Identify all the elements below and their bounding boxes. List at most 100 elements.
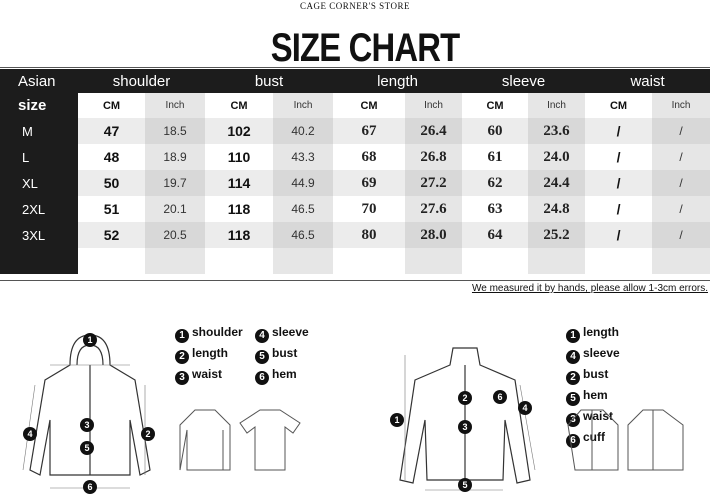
- number-badge: 4: [566, 350, 580, 364]
- divider: [0, 280, 710, 281]
- legend-item: 5 hem: [566, 385, 646, 406]
- column-group-shoulder: shoulder: [78, 69, 206, 93]
- unit-header: Inch: [528, 93, 586, 118]
- value-cell: /: [652, 222, 710, 248]
- value-cell: 40.2: [273, 118, 334, 144]
- size-label: M: [0, 118, 78, 144]
- value-cell: 110: [227, 149, 251, 165]
- legend-item: 2 bust: [566, 364, 646, 385]
- svg-text:4: 4: [522, 403, 527, 413]
- legend-label: cuff: [583, 430, 605, 444]
- legend-item: 5 bust: [255, 343, 335, 364]
- svg-text:2: 2: [145, 429, 150, 439]
- legend-item: 4 sleeve: [255, 322, 335, 343]
- legend-item: 6 hem: [255, 364, 335, 385]
- legend-left: 1 shoulder 4 sleeve 2 length 5 bust 3 waist 6 hem: [175, 322, 335, 385]
- legend-item: 2 length: [175, 343, 255, 364]
- legend-item: 3 waist: [175, 364, 255, 385]
- size-label: L: [0, 144, 78, 170]
- number-badge: 2: [175, 350, 189, 364]
- value-cell: 118: [227, 201, 251, 217]
- value-cell: 68: [361, 148, 377, 165]
- jacket-diagram: 1 2 3 4 5 6: [390, 347, 536, 492]
- legend-label: sleeve: [272, 325, 309, 339]
- svg-text:3: 3: [462, 422, 467, 432]
- value-cell: 114: [205, 170, 274, 196]
- column-group-length: length: [333, 69, 463, 93]
- number-badge: 6: [255, 371, 269, 385]
- value-cell: /: [616, 149, 621, 165]
- svg-text:6: 6: [87, 482, 92, 492]
- value-cell: /: [616, 201, 621, 217]
- value-cell: /: [585, 222, 653, 248]
- value-cell: 27.2: [405, 170, 463, 196]
- legend-item: 1 shoulder: [175, 322, 255, 343]
- value-cell: 48: [103, 149, 120, 165]
- value-cell: 20.5: [145, 222, 206, 248]
- shirt-icons: [567, 409, 684, 471]
- measurement-note: We measured it by hands, please allow 1-…: [471, 283, 708, 294]
- value-cell: /: [585, 118, 653, 144]
- unit-header: Inch: [145, 93, 206, 118]
- value-cell: /: [585, 170, 653, 196]
- shirt-icons: [179, 409, 301, 471]
- legend-label: length: [192, 346, 228, 360]
- size-label: 2XL: [0, 196, 78, 222]
- legend-label: length: [583, 325, 619, 339]
- svg-text:4: 4: [27, 429, 32, 439]
- svg-text:5: 5: [84, 443, 89, 453]
- unit-header: Inch: [652, 93, 710, 118]
- legend-item: 4 sleeve: [566, 343, 646, 364]
- legend-label: bust: [272, 346, 298, 360]
- value-cell: 63: [487, 200, 503, 217]
- value-cell: 69: [333, 170, 406, 196]
- store-name: CAGE CORNER'S STORE: [300, 1, 410, 11]
- value-cell: 20.1: [145, 196, 206, 222]
- table-row: M 47 18.5 102 40.2 67 26.4 60 23.6//: [0, 118, 710, 144]
- value-cell: 102: [205, 118, 274, 144]
- value-cell: 118: [205, 222, 274, 248]
- value-cell: 61: [487, 148, 503, 165]
- empty-cell: [0, 248, 78, 274]
- value-cell: 24.0: [528, 144, 586, 170]
- corner-top: Asian: [0, 69, 78, 93]
- value-cell: 70: [361, 200, 377, 217]
- size-label: 3XL: [0, 222, 78, 248]
- value-cell: 18.5: [145, 118, 206, 144]
- value-cell: 64: [462, 222, 529, 248]
- value-cell: 24.4: [528, 170, 586, 196]
- value-cell: 80: [333, 222, 406, 248]
- legend-label: waist: [192, 367, 223, 381]
- unit-header: CM: [102, 99, 121, 112]
- value-cell: 67: [333, 118, 406, 144]
- legend-label: hem: [272, 367, 297, 381]
- value-cell: /: [652, 144, 710, 170]
- number-badge: 3: [175, 371, 189, 385]
- value-cell: 25.2: [528, 222, 586, 248]
- value-cell: 62: [462, 170, 529, 196]
- svg-text:1: 1: [394, 415, 399, 425]
- value-cell: 27.6: [405, 196, 463, 222]
- column-group-sleeve: sleeve: [462, 69, 586, 93]
- value-cell: 26.4: [405, 118, 463, 144]
- number-badge: 2: [566, 371, 580, 385]
- value-cell: 50: [78, 170, 145, 196]
- table-row: XL 50 19.7 114 44.9 69 27.2 62 24.4//: [0, 170, 710, 196]
- value-cell: 44.9: [273, 170, 334, 196]
- page-title: SIZE CHART: [270, 26, 460, 70]
- svg-text:6: 6: [497, 392, 502, 402]
- unit-header: CM: [609, 99, 628, 112]
- legend-label: hem: [583, 388, 608, 402]
- legend-label: sleeve: [583, 346, 620, 360]
- number-badge: 4: [255, 329, 269, 343]
- value-cell: 60: [462, 118, 529, 144]
- unit-header: Inch: [273, 93, 334, 118]
- legend-label: shoulder: [192, 325, 243, 339]
- value-cell: /: [652, 170, 710, 196]
- unit-header: CM: [230, 99, 248, 112]
- svg-text:1: 1: [87, 335, 92, 345]
- value-cell: /: [652, 118, 710, 144]
- value-cell: 26.8: [405, 144, 463, 170]
- value-cell: 19.7: [145, 170, 206, 196]
- table-row: 2XL 51 20.1 118 46.5 70 27.6 63 24.8 / /: [0, 196, 710, 222]
